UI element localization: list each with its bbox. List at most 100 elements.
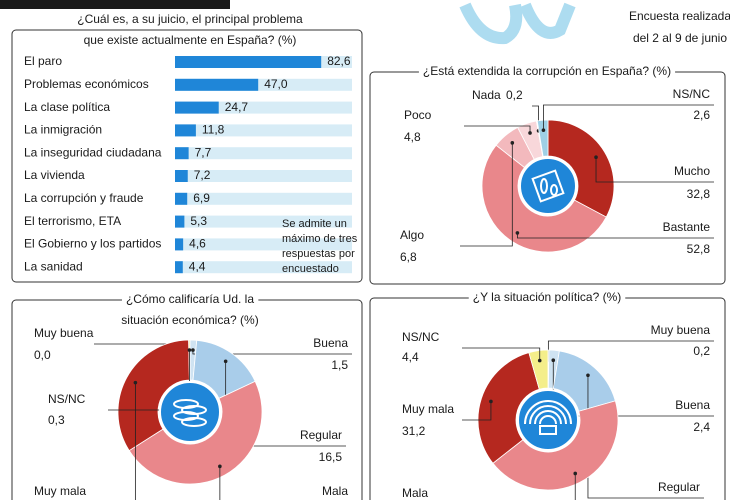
icon-part <box>540 178 548 194</box>
value-label: 5,3 <box>190 214 207 228</box>
leader-dot <box>537 358 542 363</box>
value-label: 7,7 <box>195 145 212 159</box>
bar <box>175 215 185 228</box>
title-bg <box>73 11 308 28</box>
leader-dot <box>191 348 195 352</box>
title-bg <box>468 289 626 306</box>
value-label: 0,0 <box>34 348 51 362</box>
bar-track <box>175 192 352 205</box>
bar-track <box>175 261 352 274</box>
leader-dot <box>223 359 228 364</box>
icon-part <box>529 405 567 425</box>
category-label: El terrorismo, ETA <box>24 214 121 228</box>
icon <box>173 399 207 427</box>
slice-label: Algo <box>400 228 424 242</box>
chart-title: ¿Está extendida la corrupción en España?… <box>423 64 671 78</box>
icon-part <box>534 410 562 425</box>
category-label: El Gobierno y los partidos <box>24 237 161 251</box>
leader-dot <box>489 399 493 404</box>
bar-track <box>175 170 352 182</box>
chart-title: ¿Y la situación política? (%) <box>473 290 622 304</box>
slice-label: Muy mala <box>34 484 86 498</box>
leader-dot <box>551 358 556 363</box>
bar <box>175 192 188 205</box>
bar <box>175 124 196 137</box>
value-label: 2,4 <box>693 420 710 434</box>
leader-dot <box>573 471 578 476</box>
note: respuestas por <box>282 248 355 260</box>
category-label: La inseguridad ciudadana <box>24 145 162 159</box>
category-label: La corrupción y fraude <box>24 191 144 205</box>
bar <box>175 170 188 182</box>
slice-label: NS/NC <box>402 330 440 344</box>
slice-label: Muy mala <box>402 402 454 416</box>
leader-line <box>543 104 714 131</box>
slice-label: NS/NC <box>673 87 711 101</box>
bar <box>175 238 184 251</box>
category-label: La clase política <box>24 100 110 114</box>
slice-label: Buena <box>313 336 348 350</box>
leader-line <box>134 382 136 500</box>
chart-title: ¿Cómo calificaría Ud. la <box>126 292 254 306</box>
title-bg <box>79 32 301 49</box>
note: Se admite un <box>282 218 347 230</box>
pie-slice <box>481 144 607 253</box>
icon-part <box>539 425 557 435</box>
value-label: 4,8 <box>404 130 421 144</box>
slice-label: Bastante <box>663 220 711 234</box>
leader-line <box>595 157 714 183</box>
leader-dot <box>594 155 598 159</box>
slice-label: Buena <box>675 398 710 412</box>
leader-dot <box>515 231 520 235</box>
slice-label: Nada <box>472 88 501 102</box>
header-note: Encuesta realizada <box>629 9 730 23</box>
note: encuestado <box>282 263 339 275</box>
value-label: 7,2 <box>194 168 211 182</box>
leader-dot <box>133 380 138 385</box>
category-label: La inmigración <box>24 123 102 137</box>
bar-track <box>175 101 352 114</box>
value-label: 82,6 <box>327 54 351 68</box>
leader-line <box>462 401 492 421</box>
leader-dot <box>187 348 192 352</box>
chart-title: que existe actualmente en España? (%) <box>84 33 297 47</box>
slice-label: Mala <box>322 484 348 498</box>
bar-track <box>175 124 352 137</box>
leader-line <box>460 142 513 247</box>
slice-label: Muy buena <box>34 326 94 340</box>
slice-label: NS/NC <box>48 392 86 406</box>
leader-line <box>462 347 541 361</box>
value-label: 11,8 <box>202 123 225 137</box>
header-note: del 2 al 9 de junio <box>633 31 727 45</box>
value-label: 4,4 <box>402 350 419 364</box>
value-label: 32,8 <box>687 187 711 201</box>
value-label: 0,2 <box>506 88 523 102</box>
value-label: 52,8 <box>687 242 711 256</box>
note: máximo de tres <box>282 233 358 245</box>
pie-slice <box>528 349 549 390</box>
value-label: 1,5 <box>331 358 348 372</box>
bar-track <box>175 147 352 160</box>
value-label: 31,2 <box>402 424 426 438</box>
panel <box>11 29 363 283</box>
category-label: La vivienda <box>24 168 85 182</box>
bar-track <box>175 238 352 251</box>
value-label: 16,5 <box>319 450 343 464</box>
bar-track <box>175 215 352 228</box>
value-label: 47,0 <box>264 77 288 91</box>
value-label: 6,8 <box>400 250 417 264</box>
header-bar <box>0 0 230 9</box>
value-label: 0,2 <box>693 344 710 358</box>
value-label: 4,4 <box>189 259 206 273</box>
leader-dot <box>528 131 532 135</box>
pie-slice <box>547 119 615 218</box>
leader-dot <box>218 464 222 469</box>
slice-label: Poco <box>404 108 432 122</box>
icon-part <box>181 417 207 427</box>
category-label: La sanidad <box>24 259 83 273</box>
bar <box>175 147 189 160</box>
bar <box>175 261 183 274</box>
pie-slice <box>536 119 549 157</box>
category-label: El paro <box>24 54 62 68</box>
